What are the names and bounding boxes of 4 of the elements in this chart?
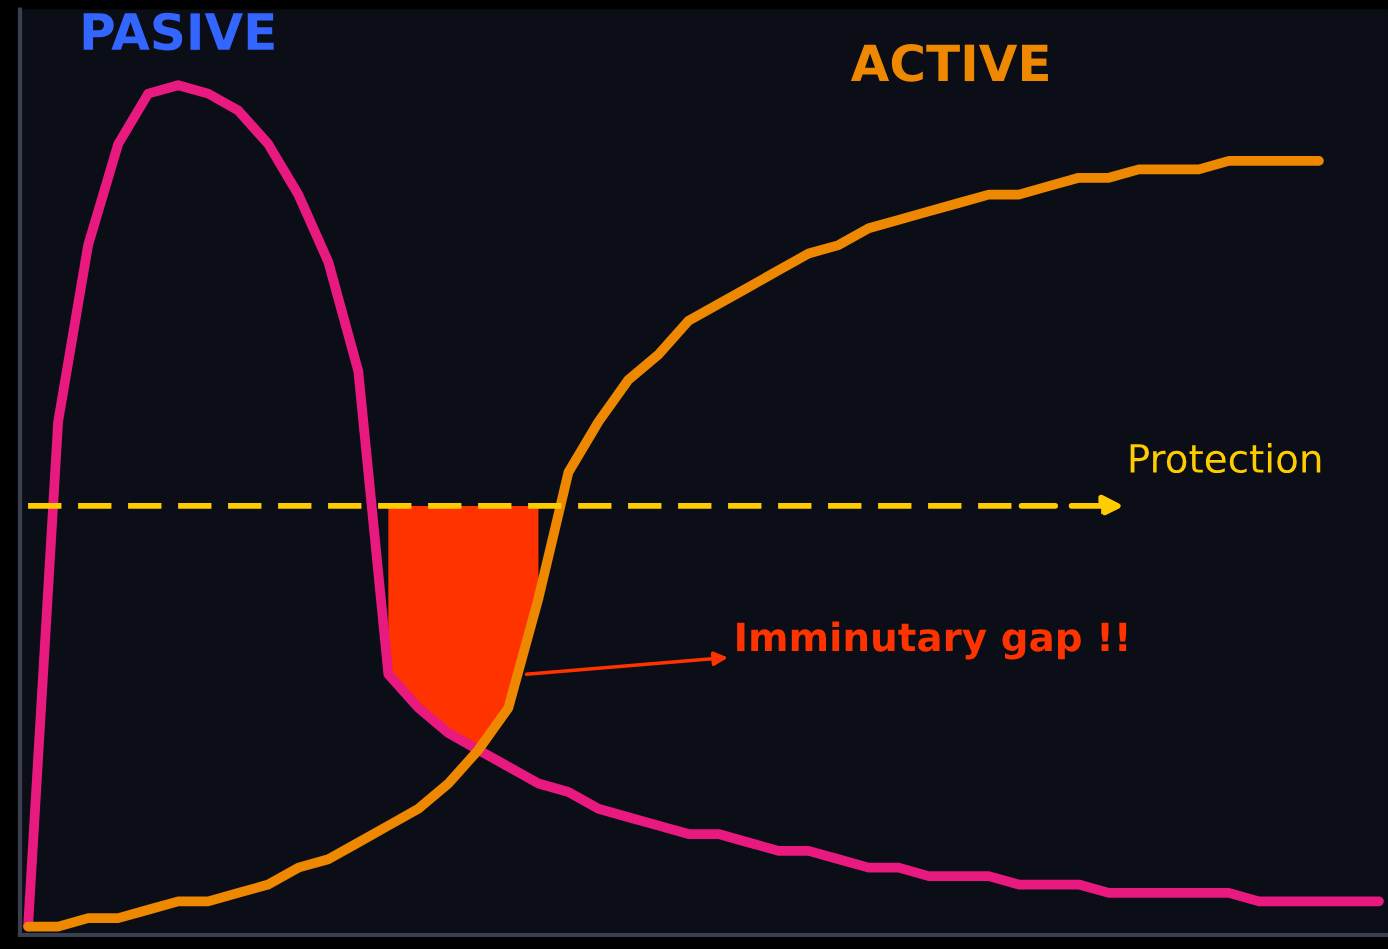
text: ACTIVE [850,43,1048,82]
series-label: PASIVE [83,12,274,51]
annotation: Imminutary gap !! [737,621,1127,660]
ref-line-label: Protection [1130,443,1321,474]
